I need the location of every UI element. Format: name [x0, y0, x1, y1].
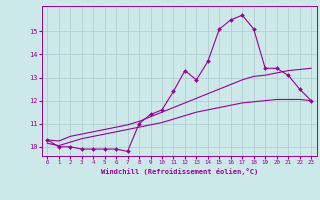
X-axis label: Windchill (Refroidissement éolien,°C): Windchill (Refroidissement éolien,°C)	[100, 168, 258, 175]
